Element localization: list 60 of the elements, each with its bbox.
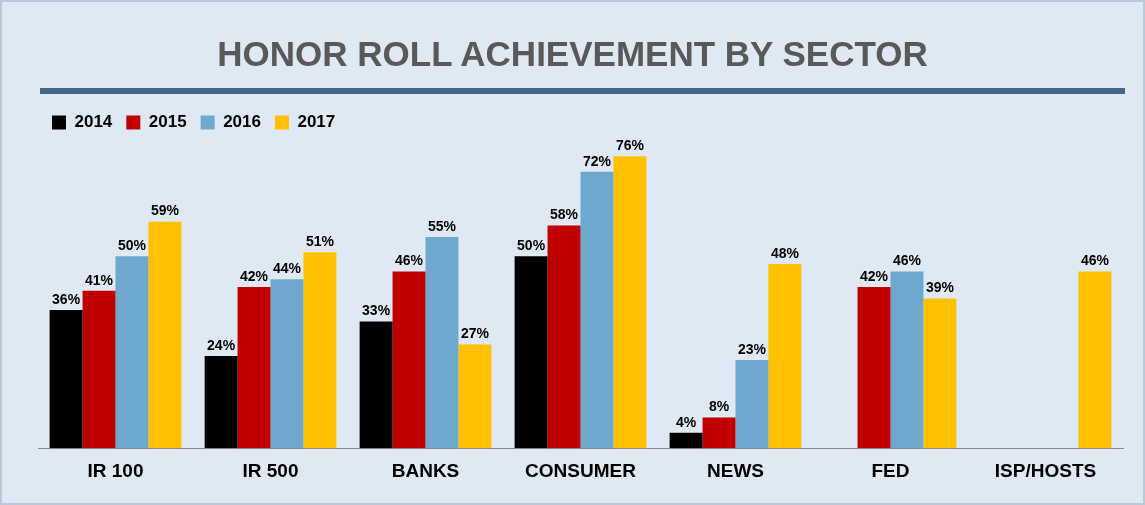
bar (580, 171, 614, 449)
data-label: 51% (305, 233, 335, 250)
x-tick-label: NEWS (707, 459, 764, 481)
bar (82, 290, 116, 449)
data-label: 50% (117, 237, 147, 254)
data-label: 44% (272, 260, 302, 277)
bar (857, 286, 891, 449)
bar (702, 417, 736, 449)
data-label: 72% (582, 152, 612, 169)
data-label: 50% (517, 237, 546, 254)
data-label: 42% (240, 267, 269, 284)
bar (270, 279, 304, 449)
data-label: 8% (708, 398, 730, 415)
x-tick-label: IR 100 (87, 459, 144, 481)
bar (303, 252, 337, 449)
data-label: 48% (770, 244, 800, 261)
data-label: 46% (1080, 252, 1110, 269)
data-label: 58% (550, 206, 579, 223)
data-label: 23% (737, 340, 767, 357)
bar (890, 271, 924, 449)
data-label: 4% (675, 413, 697, 430)
bar (148, 221, 182, 449)
legend-label: 2016 (223, 112, 261, 132)
data-label: 33% (362, 302, 391, 319)
bar (514, 256, 548, 449)
legend-label: 2014 (74, 112, 113, 132)
legend-label: 2017 (297, 112, 336, 132)
data-label: 27% (460, 325, 490, 342)
data-label: 42% (860, 267, 889, 284)
x-tick-label: CONSUMER (525, 459, 637, 481)
bar (669, 432, 703, 449)
data-label: 46% (395, 252, 424, 269)
data-label: 41% (85, 271, 114, 288)
bar (49, 309, 83, 449)
data-label: 59% (150, 202, 180, 219)
data-label: 39% (925, 279, 955, 296)
bar (359, 321, 393, 449)
x-tick-label: FED (871, 459, 910, 481)
bar (923, 298, 957, 449)
bar (425, 237, 459, 449)
data-label: 46% (892, 252, 922, 269)
bar (768, 263, 802, 449)
x-tick-label: BANKS (391, 459, 460, 481)
data-label: 24% (207, 336, 236, 353)
data-label: 55% (427, 217, 457, 234)
legend-label: 2015 (148, 112, 187, 132)
bar (735, 359, 769, 449)
chart-title: HONOR ROLL ACHIEVEMENT BY SECTOR (216, 34, 929, 74)
data-label: 76% (615, 137, 645, 154)
bar (613, 156, 647, 449)
x-tick-label: ISP/HOSTS (994, 459, 1097, 481)
bar (392, 271, 426, 449)
bar (237, 286, 271, 449)
bar (115, 256, 149, 449)
x-tick-label: IR 500 (242, 459, 299, 481)
data-label: 36% (52, 290, 81, 307)
bar (204, 356, 238, 449)
bar (547, 225, 581, 449)
bar (1078, 271, 1112, 449)
bar (458, 344, 492, 449)
